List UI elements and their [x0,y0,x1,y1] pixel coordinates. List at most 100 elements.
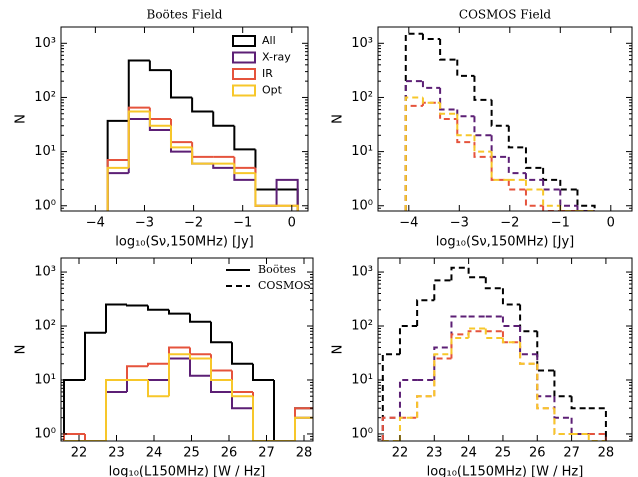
histogram-step [106,166,129,211]
histogram-step [570,396,589,410]
y-tick-label: 10² [34,90,56,105]
histogram-step [169,125,193,149]
histogram-step [126,365,148,380]
histogram-step [587,433,606,441]
histogram-step [191,97,214,113]
histogram-step [421,33,441,41]
x-tick-label: 28 [296,446,313,461]
x-tick-label: −3 [135,216,154,231]
histogram-step [507,125,526,149]
histogram-step [231,370,253,393]
histogram-step [189,313,211,323]
histogram-step [126,378,148,392]
histogram-step [433,279,452,301]
histogram-step [168,353,190,397]
histogram-step [570,417,589,435]
histogram-step [553,370,572,398]
histogram-step [576,189,596,211]
histogram-step [536,331,555,372]
x-tick-label: 22 [392,446,409,461]
y-tick-label: 10³ [351,36,373,51]
histogram-step [233,156,256,169]
plot-area [381,266,607,441]
histogram-step [254,149,277,191]
histogram-step [404,32,423,211]
x-tick-label: 24 [146,446,163,461]
x-axis-label: log₁₀(L150MHz) [W / Hz] [109,465,266,477]
histogram-step [169,119,193,144]
x-tick-label: −2 [184,216,203,231]
histogram-step [501,337,521,344]
panel-title: Boötes Field [147,8,223,22]
histogram-step [507,179,526,191]
panel-title: COSMOS Field [459,8,552,22]
panel: 10⁰ 10¹ 10² 10³ 22 23 24 25 26 27 28 log₁₀(L150MHz)… [14,257,314,477]
y-tick-label: 10⁰ [34,426,56,441]
histogram-step [439,87,458,111]
histogram-step [127,59,150,121]
histogram-step [275,178,299,211]
x-tick-label: −3 [450,216,469,231]
legend-swatch [232,84,256,97]
histogram-step [416,299,435,327]
histogram-step [450,315,469,348]
x-tick-label: 28 [598,446,615,461]
histogram-step [519,342,538,365]
histogram-step [276,204,299,211]
histogram-step [148,60,171,72]
histogram-step [559,189,578,207]
x-tick-label: −4 [399,216,418,231]
histogram-step [588,407,607,441]
x-tick-label: 24 [460,446,477,461]
y-tick-label: 10¹ [34,372,56,387]
y-axis-label: N [331,114,346,124]
histogram-step [501,288,521,306]
histogram-step [490,99,509,127]
histogram-step [169,130,193,153]
histogram-step [63,432,85,441]
plot-area [63,303,313,441]
histogram-step [276,188,299,211]
histogram-step [254,167,277,207]
histogram-step [490,156,509,181]
histogram-step [524,147,544,169]
histogram-step [433,357,452,397]
histogram-step [490,135,509,158]
legend-label: All [262,34,276,47]
histogram-step [519,304,538,333]
histogram-step [84,331,106,380]
plot-area [106,59,299,211]
histogram-step [294,416,313,441]
histogram-step [105,390,127,441]
histogram-step [147,305,169,311]
histogram-step [168,309,190,315]
histogram-step [105,303,127,333]
x-tick-label: −1 [551,216,570,231]
histogram-step [254,179,277,207]
histogram-step [191,147,214,165]
histogram-step [212,163,235,169]
histogram-step [450,333,469,359]
x-tick-label: 23 [108,446,125,461]
x-axis-label: log₁₀(Sν,150MHz) [Jy] [115,235,253,250]
histogram-step [233,125,256,151]
histogram-step [404,104,423,211]
y-tick-label: 10² [351,319,373,334]
histogram-step [168,357,190,380]
y-axis-label: N [14,345,29,355]
histogram-step [536,363,555,410]
axes-frame [377,257,633,442]
panel: 10⁰ 10¹ 10² 10³ −4 −3 −2 −1 0 Boötes Field log₁₀(S… [14,8,309,250]
histogram-step [473,142,492,158]
x-tick-label: 27 [563,446,580,461]
y-axis-label: N [331,345,346,355]
histogram-step [84,433,106,441]
x-tick-label: 25 [183,446,200,461]
histogram-step [189,354,211,360]
y-tick-label: 10¹ [351,144,373,159]
legend-label: Boötes [258,263,296,276]
histogram-step [252,391,274,441]
histogram-step [252,363,274,381]
histogram-step [542,189,561,207]
histogram-step [507,156,526,175]
